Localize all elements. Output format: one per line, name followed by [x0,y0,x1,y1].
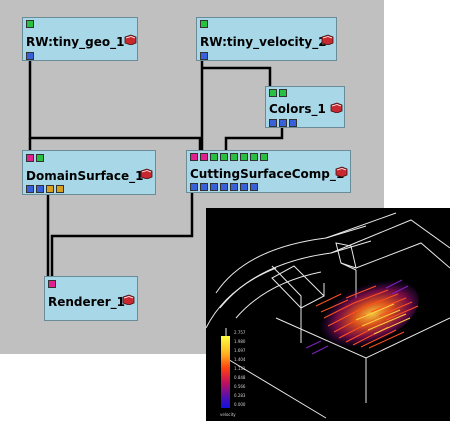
geometry-wireframe [206,212,450,419]
input-port[interactable] [36,154,44,162]
input-port[interactable] [279,89,287,97]
output-port[interactable] [250,183,258,191]
output-port[interactable] [36,185,44,193]
input-port[interactable] [200,153,208,161]
input-port[interactable] [210,153,218,161]
colorbar [221,336,230,408]
render-viewport[interactable]: 2.757 1.980 1.697 1.404 1.131 0.848 0.56… [206,208,450,421]
output-port[interactable] [26,52,34,60]
output-port[interactable] [230,183,238,191]
input-port[interactable] [220,153,228,161]
book-icon[interactable] [122,294,135,305]
output-port[interactable] [26,185,34,193]
colorbar-label: 2.757 [234,330,246,335]
input-port[interactable] [230,153,238,161]
module-rw-tiny-velocity[interactable]: RW:tiny_velocity_2 [196,17,337,61]
output-port[interactable] [190,183,198,191]
module-title: CuttingSurfaceComp_1 [190,167,345,181]
input-port[interactable] [250,153,258,161]
module-colors[interactable]: Colors_1 [265,86,345,128]
input-port[interactable] [190,153,198,161]
book-icon[interactable] [124,34,137,45]
input-port[interactable] [26,154,34,162]
module-renderer[interactable]: Renderer_1 [44,276,138,321]
colorbar-label: 0.000 [234,402,246,407]
input-port[interactable] [260,153,268,161]
module-title: RW:tiny_geo_1 [26,35,125,49]
output-port[interactable] [220,183,228,191]
input-port[interactable] [48,280,56,288]
output-port[interactable] [56,185,64,193]
velocity-plume [313,279,419,347]
book-icon[interactable] [330,102,343,113]
flow-visualization: 2.757 1.980 1.697 1.404 1.131 0.848 0.56… [206,212,450,419]
input-port[interactable] [269,89,277,97]
velocity-vectors-slow [305,279,409,355]
colorbar-title: velocity [220,412,236,417]
output-port[interactable] [200,183,208,191]
velocity-vectors-fast [355,303,411,335]
output-port[interactable] [269,119,277,127]
book-icon[interactable] [140,168,153,179]
module-title: DomainSurface_1 [26,169,144,183]
book-icon[interactable] [321,34,334,45]
colorbar-label: 1.980 [234,339,246,344]
module-title: Colors_1 [269,102,326,116]
input-port[interactable] [26,20,34,28]
colorbar-labels: 2.757 1.980 1.697 1.404 1.131 0.848 0.56… [220,330,246,417]
input-port[interactable] [200,20,208,28]
module-cutting-surface-comp[interactable]: CuttingSurfaceComp_1 [186,150,351,193]
output-port[interactable] [279,119,287,127]
output-port[interactable] [210,183,218,191]
input-port[interactable] [240,153,248,161]
colorbar-label: 1.131 [234,366,246,371]
colorbar-label: 1.697 [234,348,246,353]
module-title: RW:tiny_velocity_2 [200,35,327,49]
colorbar-label: 1.404 [234,357,246,362]
output-port[interactable] [240,183,248,191]
module-title: Renderer_1 [48,295,125,309]
velocity-vectors [315,285,419,349]
colorbar-label: 0.566 [234,384,246,389]
output-port[interactable] [200,52,208,60]
output-port[interactable] [289,119,297,127]
output-port[interactable] [46,185,54,193]
book-icon[interactable] [335,166,348,177]
colorbar-label: 0.283 [234,393,246,398]
module-rw-tiny-geo[interactable]: RW:tiny_geo_1 [22,17,138,61]
module-domain-surface[interactable]: DomainSurface_1 [22,150,156,195]
colorbar-label: 0.848 [234,375,246,380]
